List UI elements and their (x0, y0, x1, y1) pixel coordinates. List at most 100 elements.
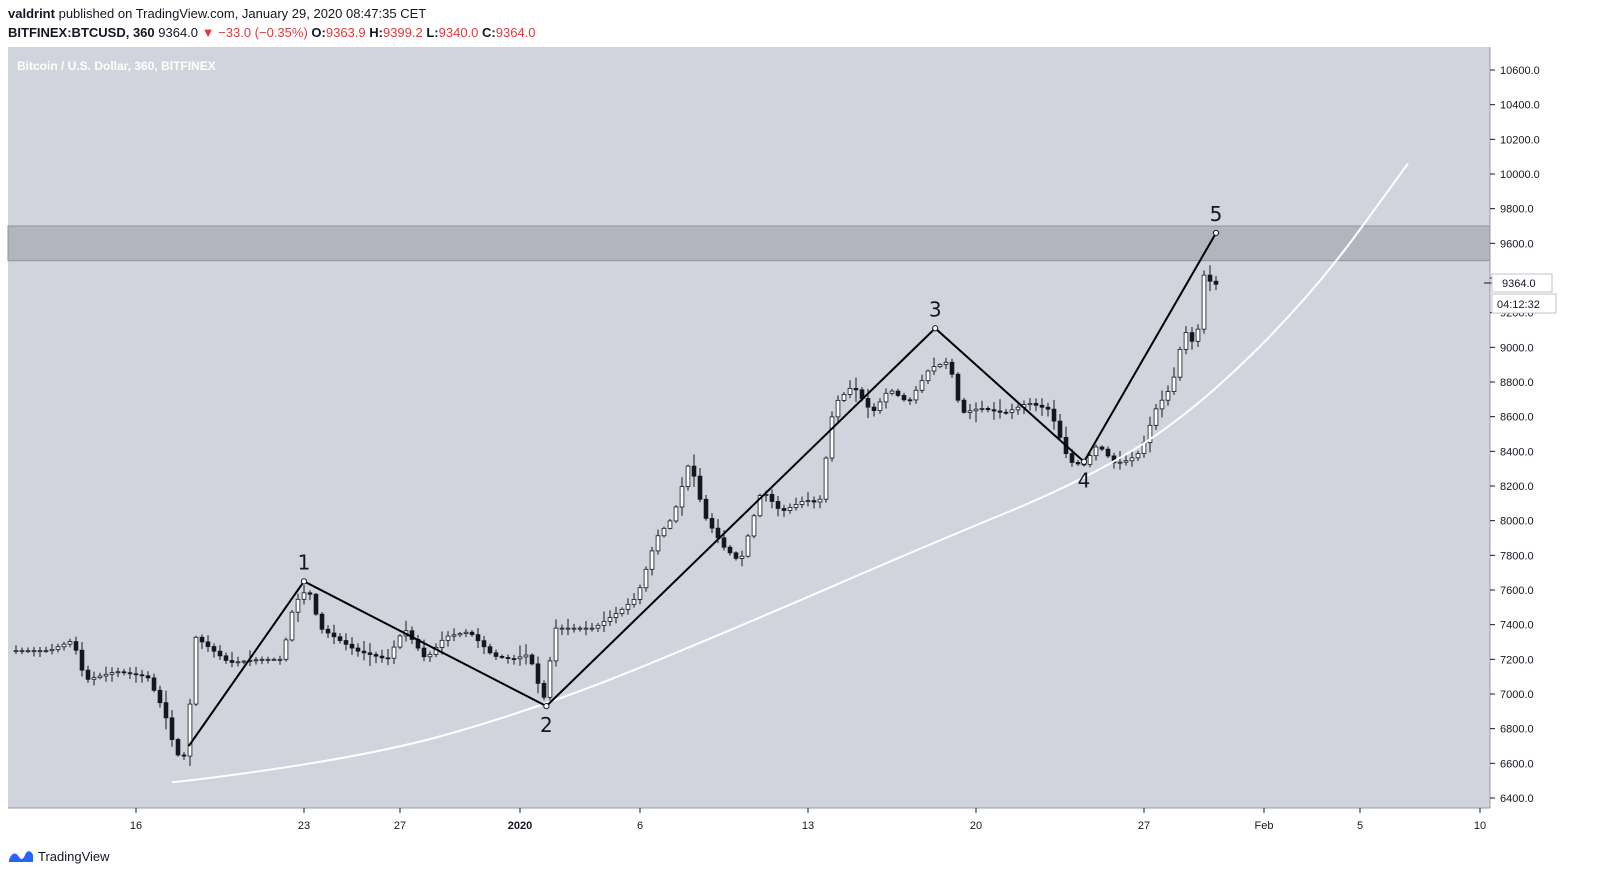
price-tick-label: 7600.0 (1500, 585, 1534, 597)
time-tick-label: 6 (637, 820, 643, 832)
candle (703, 494, 709, 521)
candle (907, 397, 913, 405)
candle (1201, 270, 1207, 334)
candle (1153, 404, 1159, 430)
price-tick-label: 10600.0 (1500, 65, 1540, 77)
candle (481, 635, 487, 654)
time-tick-label: 2020 (508, 820, 532, 832)
candle (679, 477, 685, 516)
candle (775, 495, 781, 517)
publisher-name[interactable]: valdrint (8, 6, 55, 21)
time-axis[interactable] (8, 808, 1490, 838)
candle (847, 380, 853, 399)
candle (103, 666, 109, 682)
candle (589, 622, 595, 632)
time-tick-label: 5 (1357, 820, 1363, 832)
candle (31, 647, 37, 657)
candle (709, 513, 715, 534)
candles-layer (13, 265, 1219, 767)
candle (1051, 399, 1057, 430)
candle (1135, 450, 1141, 462)
candle (1039, 398, 1045, 416)
price-tick-label: 10400.0 (1500, 100, 1540, 112)
candle (55, 643, 61, 653)
candle (829, 411, 835, 462)
candle (559, 624, 565, 636)
price-tick-label: 10000.0 (1500, 169, 1540, 181)
time-tick-label: 23 (298, 820, 310, 832)
candle (1213, 276, 1219, 291)
candle (739, 550, 745, 567)
candle (109, 667, 115, 682)
tradingview-logo-icon (9, 851, 33, 862)
candle (445, 631, 451, 647)
countdown-text: 04:12:32 (1497, 299, 1540, 311)
candle (115, 667, 121, 678)
low-value: 9340.0 (438, 25, 479, 40)
candle (397, 634, 403, 650)
candle (139, 669, 145, 683)
candle (295, 593, 301, 622)
candle (379, 649, 385, 663)
candle (793, 497, 799, 511)
candle (1147, 416, 1153, 453)
candle (523, 644, 529, 665)
candle (241, 659, 247, 665)
candle (643, 566, 649, 592)
candle (1099, 445, 1105, 452)
candle (1207, 265, 1213, 292)
close-value: 9364.0 (495, 25, 536, 40)
wave-label-4: 4 (1078, 469, 1091, 493)
low-label: L: (426, 25, 439, 40)
candle (697, 468, 703, 503)
symbol-label: BITFINEX:BTCUSD, 360 (8, 25, 155, 40)
candle (529, 653, 535, 666)
price-tick-label: 7800.0 (1500, 550, 1534, 562)
candle (577, 625, 583, 632)
candle (1009, 403, 1015, 419)
candle (1123, 454, 1129, 466)
candle (835, 395, 841, 423)
candle (541, 680, 547, 701)
candle (265, 656, 271, 664)
candle (73, 636, 79, 655)
price-tick-label: 7000.0 (1500, 689, 1534, 701)
time-tick-label: 27 (1138, 820, 1150, 832)
published-text: published on TradingView.com, January 29… (58, 6, 427, 21)
candle (883, 388, 889, 409)
time-tick-label: 16 (130, 820, 142, 832)
price-tick-label: 6400.0 (1500, 793, 1534, 805)
candle (1177, 346, 1183, 381)
time-tick-label: Feb (1255, 820, 1274, 832)
candle (463, 629, 469, 638)
last-price-label (1491, 273, 1553, 293)
candle (871, 403, 877, 417)
candle (451, 628, 457, 642)
plot-area[interactable] (8, 47, 1490, 808)
price-tick-label: 6800.0 (1500, 724, 1534, 736)
candle (439, 631, 445, 655)
chart-title: Bitcoin / U.S. Dollar, 360, BITFINEX (17, 59, 216, 73)
price-tick-label: 10200.0 (1500, 134, 1540, 146)
candle (235, 656, 241, 667)
candle (1165, 385, 1171, 406)
candle (991, 402, 997, 420)
candle (1057, 414, 1063, 441)
candle (325, 625, 331, 638)
candle (1105, 446, 1111, 458)
candle (889, 388, 895, 396)
wave-count-line (187, 232, 1217, 747)
candle (1189, 327, 1195, 350)
candle (799, 496, 805, 509)
candle (1117, 451, 1123, 470)
candle (751, 513, 757, 539)
candle (43, 646, 49, 653)
wave-label-5: 5 (1210, 202, 1223, 226)
candle (613, 606, 619, 624)
candle (121, 668, 127, 676)
candle (127, 667, 133, 680)
footer-brand[interactable]: TradingView (8, 848, 110, 864)
candle (301, 585, 307, 605)
price-axis[interactable] (1490, 47, 1560, 808)
